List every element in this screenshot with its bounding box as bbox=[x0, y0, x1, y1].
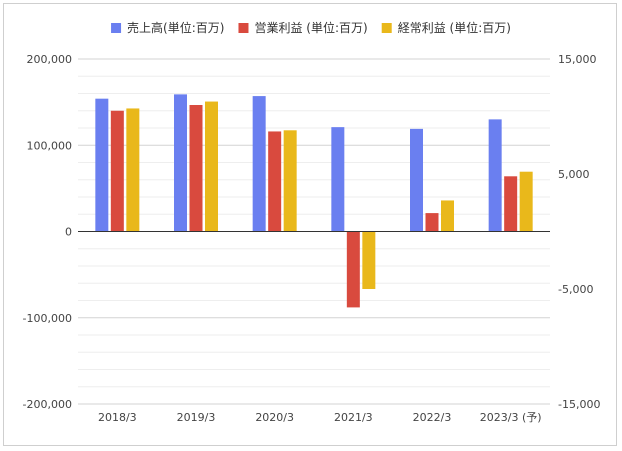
bar-1-2 bbox=[268, 131, 282, 232]
right-tick-label: -5,000 bbox=[558, 283, 593, 296]
right-tick-label: 15,000 bbox=[558, 53, 597, 66]
bar-2-0 bbox=[126, 108, 140, 232]
legend-label-1: 営業利益 (単位:百万) bbox=[254, 20, 367, 35]
left-tick-label: -100,000 bbox=[23, 312, 72, 325]
bar-0-5 bbox=[488, 119, 502, 232]
legend-label-2: 経常利益 (単位:百万) bbox=[398, 20, 511, 35]
right-axis: 15,000 5,000 -5,000 -15,000 bbox=[558, 53, 600, 411]
bar-0-1 bbox=[174, 94, 187, 232]
bars bbox=[95, 94, 533, 308]
bar-2-5 bbox=[519, 171, 533, 232]
bar-1-0 bbox=[110, 110, 124, 232]
x-tick-label: 2023/3 (予) bbox=[480, 411, 542, 424]
x-tick-label: 2018/3 bbox=[98, 411, 137, 424]
x-axis: 2018/3 2019/3 2020/3 2021/3 2022/3 2023/3 (予) bbox=[98, 411, 542, 424]
bar-1-1 bbox=[189, 105, 203, 232]
bar-0-4 bbox=[410, 128, 423, 232]
x-tick-label: 2020/3 bbox=[255, 411, 294, 424]
legend-swatch-1 bbox=[238, 23, 249, 33]
legend-swatch-2 bbox=[381, 23, 392, 33]
left-tick-label: 100,000 bbox=[27, 139, 73, 152]
bar-2-4 bbox=[441, 200, 454, 232]
left-tick-label: -200,000 bbox=[23, 398, 72, 411]
bar-0-0 bbox=[95, 98, 109, 232]
x-tick-label: 2022/3 bbox=[413, 411, 452, 424]
right-tick-label: 5,000 bbox=[558, 168, 590, 181]
legend-swatch-0 bbox=[111, 23, 122, 33]
gridlines bbox=[78, 58, 550, 405]
bar-2-1 bbox=[205, 101, 218, 232]
bar-2-3 bbox=[362, 231, 376, 289]
left-axis: 200,000 100,000 0 -100,000 -200,000 bbox=[23, 53, 72, 411]
bar-1-4 bbox=[425, 213, 439, 232]
right-tick-label: -15,000 bbox=[558, 398, 600, 411]
bar-1-3 bbox=[346, 231, 360, 308]
legend: 売上高(単位:百万) 営業利益 (単位:百万) 経常利益 (単位:百万) bbox=[111, 20, 511, 35]
bar-0-2 bbox=[252, 96, 266, 232]
bar-0-3 bbox=[331, 127, 345, 232]
legend-label-0: 売上高(単位:百万) bbox=[127, 20, 224, 35]
left-tick-label: 0 bbox=[65, 226, 72, 239]
bar-2-2 bbox=[283, 130, 297, 232]
left-tick-label: 200,000 bbox=[27, 53, 73, 66]
x-tick-label: 2021/3 bbox=[334, 411, 373, 424]
bar-1-5 bbox=[504, 176, 518, 232]
x-tick-label: 2019/3 bbox=[177, 411, 216, 424]
